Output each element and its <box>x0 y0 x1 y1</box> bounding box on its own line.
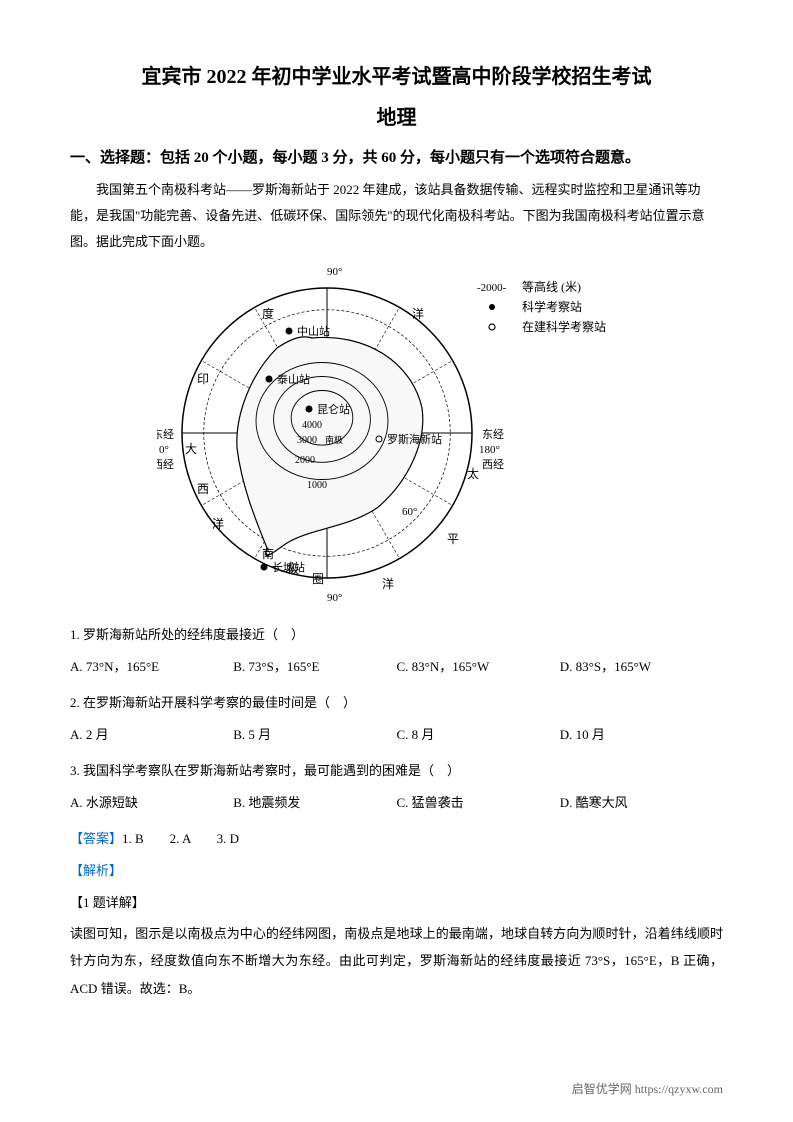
svg-text:2000: 2000 <box>295 455 315 466</box>
svg-text:罗斯海新站: 罗斯海新站 <box>387 432 442 446</box>
svg-text:西经: 西经 <box>157 458 174 471</box>
svg-text:极: 极 <box>287 562 299 576</box>
option: B. 5 月 <box>233 722 396 748</box>
page-title-sub: 地理 <box>70 101 723 130</box>
svg-text:3000: 3000 <box>297 435 317 446</box>
option: A. 水源短缺 <box>70 790 233 816</box>
option: B. 地震频发 <box>233 790 396 816</box>
question-text: 2. 在罗斯海新站开展科学考察的最佳时间是（ ） <box>70 690 723 716</box>
svg-text:90°: 90° <box>327 266 342 278</box>
svg-text:60°: 60° <box>402 506 417 518</box>
detail-header: 【1 题详解】 <box>70 890 723 916</box>
svg-text:4000: 4000 <box>302 420 322 431</box>
svg-text:1000: 1000 <box>307 480 327 491</box>
svg-text:太: 太 <box>467 466 479 481</box>
option: D. 83°S，165°W <box>560 654 723 680</box>
antarctica-map: 4000300020001000中山站泰山站昆仑站南极罗斯海新站长城站度洋印大西… <box>157 263 637 603</box>
svg-text:科学考察站: 科学考察站 <box>522 299 582 314</box>
svg-text:东经: 东经 <box>157 428 174 441</box>
svg-text:昆仑站: 昆仑站 <box>317 402 350 416</box>
svg-text:平: 平 <box>447 532 459 546</box>
options-row: A. 2 月B. 5 月C. 8 月D. 10 月 <box>70 722 723 748</box>
svg-text:大: 大 <box>185 442 197 456</box>
question-text: 1. 罗斯海新站所处的经纬度最接近（ ） <box>70 622 723 648</box>
option: A. 73°N，165°E <box>70 654 233 680</box>
svg-text:泰山站: 泰山站 <box>277 372 310 386</box>
option: C. 猛兽袭击 <box>397 790 560 816</box>
option: B. 73°S，165°E <box>233 654 396 680</box>
svg-text:等高线 (米): 等高线 (米) <box>522 279 581 294</box>
analysis-label: 【解析】 <box>70 858 723 884</box>
svg-text:圈: 圈 <box>312 572 324 586</box>
svg-text:在建科学考察站: 在建科学考察站 <box>522 319 606 334</box>
svg-text:90°: 90° <box>327 592 342 603</box>
answer-values: 1. B 2. A 3. D <box>122 831 239 846</box>
detail-text: 读图可知，图示是以南极点为中心的经纬网图，南极点是地球上的最南端，地球自转方向为… <box>70 920 723 1002</box>
option: D. 10 月 <box>560 722 723 748</box>
svg-text:度: 度 <box>262 306 274 321</box>
option: C. 83°N，165°W <box>397 654 560 680</box>
intro-paragraph: 我国第五个南极科考站——罗斯海新站于 2022 年建成，该站具备数据传输、远程实… <box>70 177 723 255</box>
option: A. 2 月 <box>70 722 233 748</box>
option: D. 酷寒大风 <box>560 790 723 816</box>
question-text: 3. 我国科学考察队在罗斯海新站考察时，最可能遇到的困难是（ ） <box>70 758 723 784</box>
section-header: 一、选择题：包括 20 个小题，每小题 3 分，共 60 分，每小题只有一个选项… <box>70 146 723 167</box>
options-row: A. 73°N，165°EB. 73°S，165°EC. 83°N，165°WD… <box>70 654 723 680</box>
svg-text:180°: 180° <box>479 444 500 456</box>
svg-text:南: 南 <box>262 546 274 561</box>
svg-text:洋: 洋 <box>412 306 424 321</box>
map-figure: 4000300020001000中山站泰山站昆仑站南极罗斯海新站长城站度洋印大西… <box>70 263 723 608</box>
page-footer: 启智优学网 https://qzyxw.com <box>572 1080 723 1097</box>
svg-text:南极: 南极 <box>325 434 343 445</box>
svg-text:印: 印 <box>197 372 209 386</box>
answer-line: 【答案】1. B 2. A 3. D <box>70 826 723 852</box>
svg-text:洋: 洋 <box>212 516 224 531</box>
svg-text:-2000-: -2000- <box>477 282 507 294</box>
answer-label: 【答案】 <box>70 831 122 846</box>
svg-text:西经: 西经 <box>482 458 504 471</box>
svg-text:0°: 0° <box>159 444 169 456</box>
option: C. 8 月 <box>397 722 560 748</box>
page-title-main: 宜宾市 2022 年初中学业水平考试暨高中阶段学校招生考试 <box>70 60 723 89</box>
svg-text:洋: 洋 <box>382 576 394 591</box>
svg-text:东经: 东经 <box>482 428 504 441</box>
svg-text:西: 西 <box>197 482 209 496</box>
svg-text:中山站: 中山站 <box>297 324 330 338</box>
options-row: A. 水源短缺B. 地震频发C. 猛兽袭击D. 酷寒大风 <box>70 790 723 816</box>
